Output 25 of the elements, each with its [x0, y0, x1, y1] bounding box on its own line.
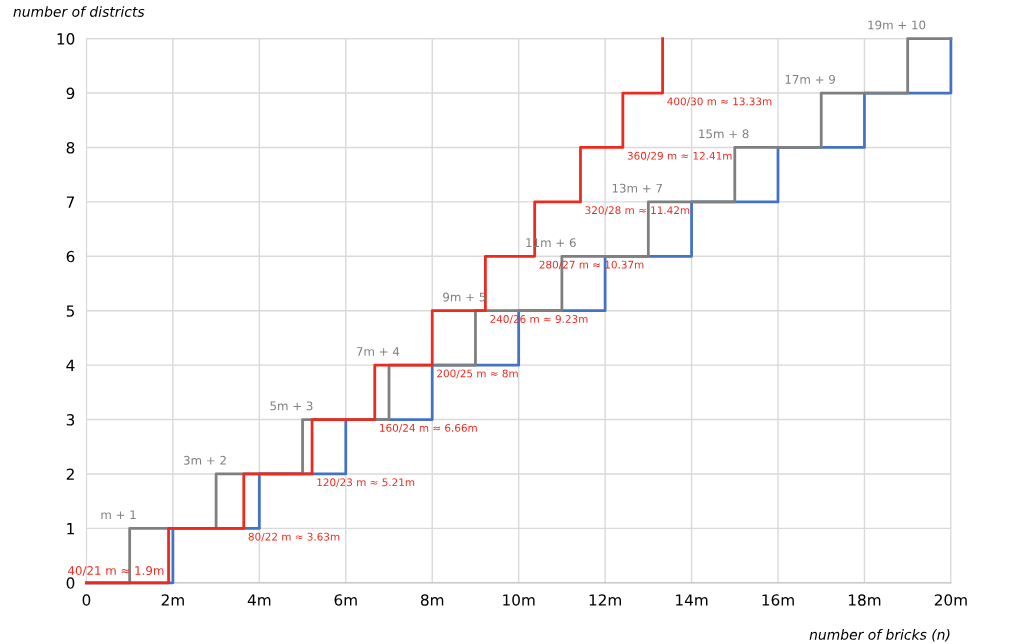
x-axis-title: number of bricks (n)	[809, 629, 950, 642]
y-tick-label: 7	[66, 196, 75, 208]
x-tick-label: 0	[82, 594, 91, 606]
y-tick-label: 3	[66, 414, 75, 426]
x-tick-label: 18m	[848, 594, 881, 606]
x-tick-label: 10m	[503, 594, 535, 606]
y-tick-label: 9	[66, 87, 75, 100]
y-tick-label: 2	[66, 468, 74, 480]
y-axis-title: number of districts	[13, 6, 145, 17]
y-tick-label: 1	[67, 523, 74, 535]
y-tick-label: 8	[66, 141, 75, 154]
x-tick-label: 2m	[161, 594, 184, 606]
x-tick-label: 20m	[934, 594, 967, 606]
x-tick-label: 16m	[762, 594, 794, 606]
x-tick-label: 6m	[334, 594, 357, 606]
y-tick-label: 10	[57, 33, 75, 45]
x-tick-label: 14m	[676, 594, 708, 606]
x-tick-label: 12m	[589, 594, 621, 606]
y-tick-label: 5	[66, 305, 74, 317]
x-tick-label: 8m	[420, 594, 444, 606]
annotation: 19m + 10	[868, 20, 926, 30]
x-tick-label: 4m	[247, 594, 271, 606]
y-tick-label: 6	[66, 250, 75, 263]
y-tick-label: 0	[66, 577, 75, 589]
y-tick-label: 4	[66, 359, 75, 371]
